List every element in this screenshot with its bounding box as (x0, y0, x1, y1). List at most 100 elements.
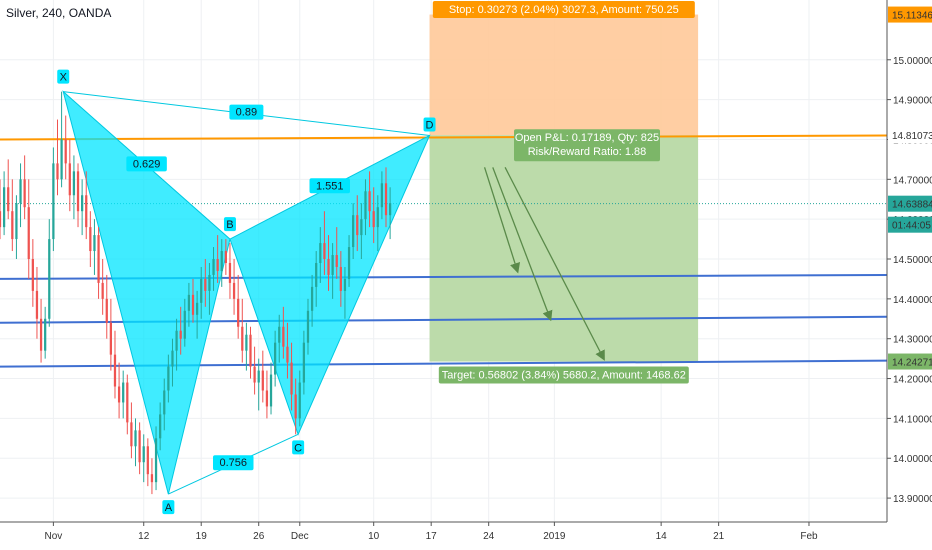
countdown-tag-bg (888, 216, 932, 233)
candle-body (56, 163, 59, 180)
x-tick-label: 14 (656, 531, 668, 542)
candle-body (81, 195, 84, 212)
candle-body (126, 382, 129, 423)
candle-body (228, 262, 232, 283)
candle-body (93, 235, 96, 252)
pattern-point-d: D (426, 119, 434, 131)
stop-label-bg (432, 1, 695, 18)
candle-body (245, 334, 248, 351)
projection-arrow (492, 167, 553, 322)
candle-body (146, 446, 149, 475)
entry-price-tag-bg (888, 127, 932, 144)
stop-price-tag-bg (888, 6, 932, 23)
entry-price-tag: 14.81073 (892, 131, 932, 142)
x-tick-label: 17 (426, 531, 438, 542)
ratio-badge (126, 156, 167, 172)
candle-body (339, 266, 342, 291)
ratio-label-a-c: 0.756 (219, 457, 247, 469)
stop-zone (429, 14, 699, 136)
candle-body (376, 207, 379, 228)
x-tick-label: Nov (44, 531, 62, 542)
pattern-point-a: A (165, 502, 173, 514)
candle-body (179, 330, 182, 339)
target-price-tag-bg (888, 353, 932, 370)
current-price-tag-bg (888, 195, 932, 212)
open-pl-label: Open P&L: 0.17189, Qty: 825 (515, 132, 659, 144)
candle-body (360, 219, 363, 236)
pattern-point-badge (162, 500, 175, 515)
candle-body (60, 139, 63, 180)
candle-body (290, 362, 293, 395)
entry-level-line (0, 134, 888, 141)
pattern-annotations: X A B C D 0.89 0.629 1.551 0.756 (57, 69, 436, 515)
x-tick-label: 10 (368, 531, 380, 542)
candle-body (27, 207, 30, 260)
pattern-point-badge (292, 440, 305, 455)
candle-body (19, 179, 22, 204)
y-tick-label: 14.20000 (893, 375, 932, 386)
candle-body (171, 350, 174, 367)
candle-body (327, 259, 330, 275)
ratio-label-x-b: 0.629 (133, 158, 161, 170)
x-tick-label: Feb (800, 531, 818, 542)
candle-body (68, 163, 71, 196)
y-tick-label: 14.10000 (893, 414, 932, 425)
ratio-badge (212, 455, 254, 471)
candle-body (347, 247, 351, 279)
candle-body (269, 374, 273, 407)
ratio-badge (309, 178, 351, 194)
candle-body (380, 183, 384, 208)
countdown-tag: 01:44:05 (892, 221, 931, 232)
candle-body (368, 191, 371, 212)
candle-body (232, 282, 236, 299)
target-zone (429, 135, 699, 362)
candle-body (191, 294, 195, 315)
candle-body (85, 195, 88, 228)
x-tick-label: 2019 (543, 531, 566, 542)
candle-body (130, 422, 133, 447)
candle-body (48, 239, 51, 319)
ratio-label-b-d: 1.551 (316, 180, 344, 192)
y-tick-label: 13.90000 (893, 494, 932, 505)
candle-body (372, 211, 375, 228)
candle-body (241, 326, 244, 351)
candle-body (0, 211, 2, 228)
candle-body (117, 386, 121, 403)
candle-body (142, 446, 145, 463)
pattern-point-x: X (60, 72, 68, 84)
candle-body (208, 274, 211, 291)
candle-body (122, 382, 125, 403)
candle-body (150, 474, 154, 483)
candle-body (175, 330, 178, 351)
candle-body (237, 298, 240, 327)
candle-body (306, 310, 310, 343)
y-tick-label: 14.30000 (893, 335, 932, 346)
candle-body (195, 302, 199, 315)
candle-body (286, 346, 289, 363)
price-axis-bg (887, 0, 932, 550)
x-tick-label: 21 (713, 531, 725, 542)
candle-body (319, 243, 322, 263)
y-tick-label: 14.70000 (893, 175, 932, 186)
candle-body (134, 430, 137, 447)
candle-body (159, 414, 162, 439)
pattern-point-b: B (226, 219, 233, 231)
candle-body (113, 354, 117, 387)
candle-body (89, 227, 92, 252)
candle-body (356, 215, 359, 236)
candle-body (315, 262, 318, 287)
candle-body (39, 318, 43, 351)
candle-body (265, 390, 269, 407)
candle-body (249, 334, 252, 367)
candle-body (109, 322, 113, 355)
projection-arrow (483, 167, 521, 274)
candle-body (187, 294, 191, 311)
candlestick-series (0, 91, 392, 495)
pattern-point-badge (423, 117, 436, 132)
candle-body (331, 255, 334, 275)
candle-body (216, 259, 219, 271)
position-labels: Stop: 0.30273 (2.04%) 3027.3, Amount: 75… (432, 1, 695, 384)
candle-body (310, 286, 314, 311)
